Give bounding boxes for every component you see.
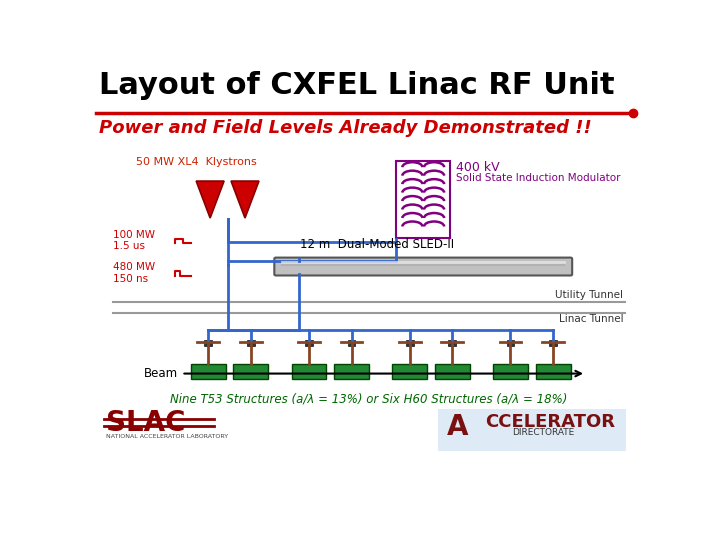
Text: 100 MW
1.5 us: 100 MW 1.5 us [113,230,156,251]
Text: Utility Tunnel: Utility Tunnel [555,291,624,300]
Bar [536,363,570,379]
Bar [507,340,514,346]
Text: Layout of CXFEL Linac RF Unit: Layout of CXFEL Linac RF Unit [99,71,615,100]
Text: 12 m  Dual-Moded SLED-II: 12 m Dual-Moded SLED-II [300,238,454,251]
Bar [292,363,326,379]
Bar [204,340,212,346]
Text: CCELERATOR: CCELERATOR [485,413,616,431]
Text: A: A [446,413,468,441]
Text: 50 MW XL4  Klystrons: 50 MW XL4 Klystrons [137,157,257,167]
Text: Linac Tunnel: Linac Tunnel [559,314,624,325]
Bar [247,340,255,346]
Bar [334,363,369,379]
Text: Nine T53 Structures (a/λ = 13%) or Six H60 Structures (a/λ = 18%): Nine T53 Structures (a/λ = 13%) or Six H… [171,392,567,405]
Text: Beam: Beam [144,367,179,380]
Bar [191,363,225,379]
FancyBboxPatch shape [274,258,572,275]
Bar [233,363,269,379]
Bar [493,363,528,379]
Bar [435,363,469,379]
Text: Power and Field Levels Already Demonstrated !!: Power and Field Levels Already Demonstra… [99,119,592,137]
Bar [449,340,456,346]
Bar [348,340,356,346]
Text: DIRECTORATE: DIRECTORATE [513,428,575,437]
Bar [396,161,451,238]
Bar [392,363,427,379]
Bar [549,340,557,346]
Text: NATIONAL ACCELERATOR LABORATORY: NATIONAL ACCELERATOR LABORATORY [106,434,228,440]
Text: Solid State Induction Modulator: Solid State Induction Modulator [456,173,621,183]
Bar [305,340,312,346]
Text: 400 kV: 400 kV [456,161,500,174]
FancyBboxPatch shape [438,409,626,451]
Polygon shape [231,181,259,218]
Text: SLAC: SLAC [106,409,185,437]
Polygon shape [196,181,224,218]
Bar [406,340,413,346]
Text: 480 MW
150 ns: 480 MW 150 ns [113,262,156,284]
